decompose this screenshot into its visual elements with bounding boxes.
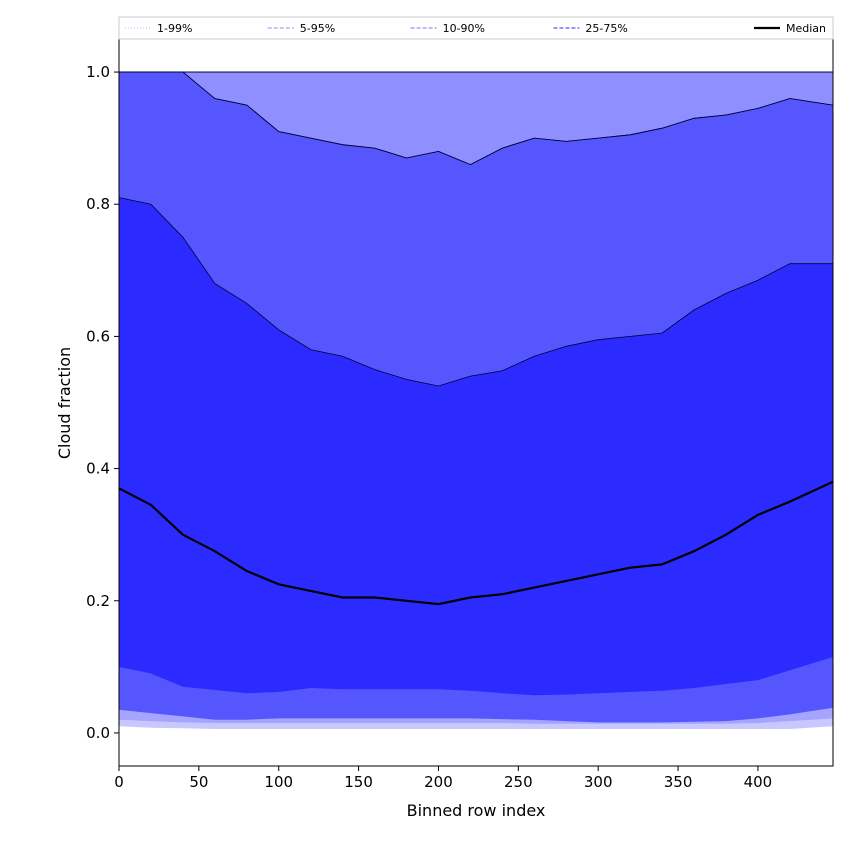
y-tick-label: 0.8 — [86, 195, 110, 213]
y-tick-label: 0.2 — [86, 592, 110, 610]
band-upper-edge-25-75 — [118, 197, 833, 387]
y-tick-label: 1.0 — [86, 63, 110, 81]
x-tick-label: 200 — [424, 773, 453, 791]
x-tick-label: 400 — [744, 773, 773, 791]
x-tick-label: 350 — [664, 773, 693, 791]
legend-label: Median — [786, 22, 826, 35]
y-tick-label: 0.0 — [86, 724, 110, 742]
x-tick-label: 300 — [584, 773, 613, 791]
x-tick-label: 50 — [189, 773, 208, 791]
legend-label: 10-90% — [443, 22, 485, 35]
band-upper-1-99-region — [119, 72, 833, 165]
bands-layer — [119, 72, 833, 729]
y-axis-label: Cloud fraction — [55, 347, 74, 459]
legend-label: 5-95% — [300, 22, 335, 35]
legend-box — [118, 16, 834, 40]
x-tick-label: 100 — [264, 773, 293, 791]
x-tick-label: 150 — [344, 773, 373, 791]
x-tick-label: 0 — [114, 773, 124, 791]
lines-layer — [118, 71, 834, 606]
median-line — [118, 480, 834, 606]
legend-label: 1-99% — [157, 22, 192, 35]
y-tick-label: 0.4 — [86, 460, 110, 478]
legend: 1-99% 5-95% 10-90% 25-75% Median — [118, 16, 834, 40]
legend-label: 25-75% — [585, 22, 627, 35]
x-tick-label: 250 — [504, 773, 533, 791]
y-ticks: 0.0 0.2 0.4 0.6 0.8 1.0 — [86, 63, 119, 742]
x-ticks: 0 50 100 150 200 250 300 350 400 — [114, 766, 772, 791]
band-25-75 — [119, 197, 833, 696]
y-tick-label: 0.6 — [86, 327, 110, 345]
x-axis-label: Binned row index — [407, 801, 546, 820]
band-upper-edge-10-90 — [119, 71, 834, 166]
